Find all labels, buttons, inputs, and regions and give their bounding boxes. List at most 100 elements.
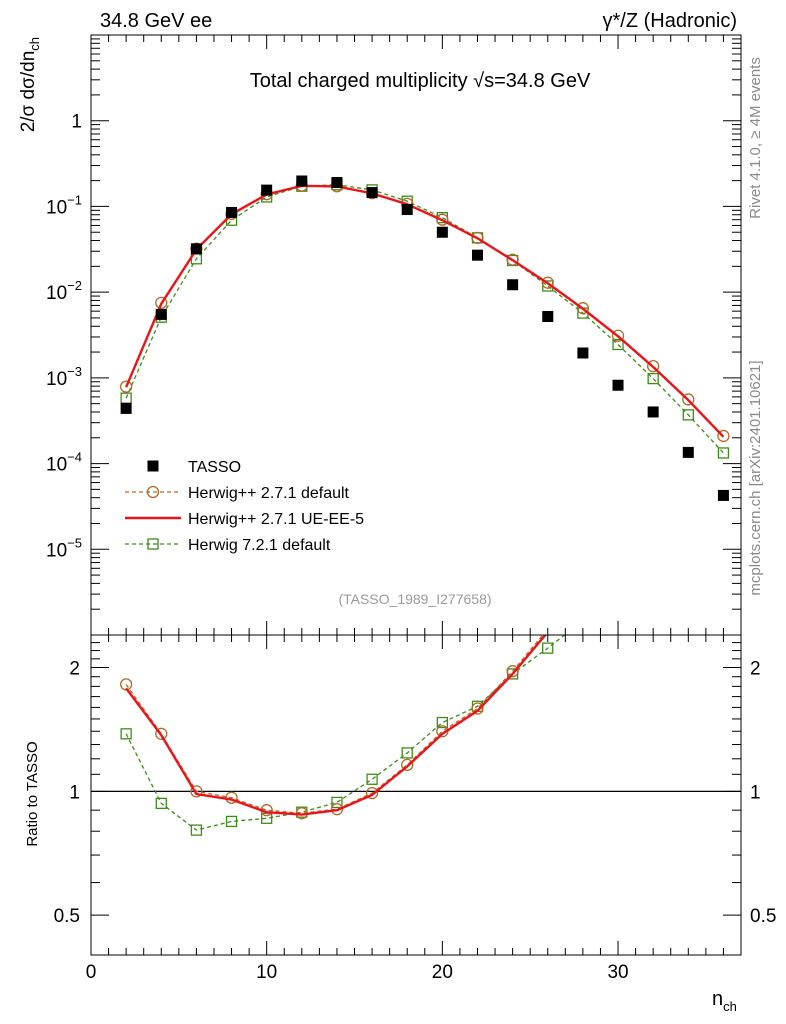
y-tick-exp: −4 [67, 450, 82, 465]
main-series-group [119, 175, 730, 501]
analysis-id: (TASSO_1989_I277658) [338, 591, 491, 607]
point-herwig-7-2-1-default-32 [647, 372, 659, 385]
ratio-point-herwig-7-2-1-default-14 [331, 796, 343, 809]
legend-marker-tasso [147, 460, 159, 472]
point-tasso-2 [120, 402, 132, 414]
y-tick-exp: −1 [67, 192, 82, 207]
y-tick-base: 10 [46, 455, 67, 476]
y-tick-label-10^-3: 10−3 [46, 364, 82, 390]
point-tasso-6 [190, 243, 202, 255]
ratio-point-herwig-2-7-1-default-24 [506, 665, 519, 678]
ratio-point-herwig-2-7-1-default-14 [330, 803, 344, 816]
y-tick-label-10^-1: 10−1 [46, 192, 82, 218]
ratio-point-herwig-7-2-1-default-8 [225, 815, 238, 828]
ratio-point-herwig-7-2-1-default-2 [120, 728, 132, 740]
legend-label-herwig-2-7-1-default: Herwig++ 2.7.1 default [188, 485, 350, 502]
ratio-point-herwig-2-7-1-default-6 [190, 785, 203, 798]
y-tick-exp: −5 [67, 535, 82, 550]
ratio-point-herwig-7-2-1-default-16 [366, 773, 378, 785]
ratio-point-herwig-7-2-1-default-20 [436, 716, 449, 729]
y-axis-label: 2/σ dσ/dnch [18, 37, 42, 132]
point-herwig-2-7-1-default-30 [611, 329, 625, 342]
point-herwig-7-2-1-default-34 [682, 409, 694, 421]
point-herwig-2-7-1-default-22 [471, 231, 484, 244]
point-herwig-2-7-1-default-26 [541, 276, 554, 289]
point-herwig-7-2-1-default-30 [612, 338, 624, 351]
point-tasso-36 [717, 489, 729, 501]
ratio-axis-label: Ratio to TASSO [24, 741, 41, 846]
point-tasso-32 [647, 406, 659, 418]
y-tick-label-10^-5: 10−5 [46, 535, 82, 561]
y-tick-label-10^-4: 10−4 [46, 450, 82, 476]
ratio-tick-label-right-1: 1 [750, 782, 761, 803]
y-tick-base: 10 [46, 197, 67, 218]
y-tick-label-10^-2: 10−2 [46, 278, 82, 304]
point-tasso-20 [436, 226, 448, 238]
x-tick-label-0: 0 [86, 962, 97, 983]
point-tasso-22 [471, 249, 483, 261]
point-tasso-24 [507, 279, 519, 291]
ratio-line-herwig-7-2-1-default [125, 635, 566, 831]
point-herwig-2-7-1-default-4 [155, 296, 168, 310]
rivet-label: Rivet 4.1.0, ≥ 4M events [747, 57, 764, 219]
ratio-point-herwig-7-2-1-default-32 [648, 616, 658, 626]
legend-marker-herwig-7-2-1-default [147, 538, 159, 550]
ratio-point-herwig-7-2-1-default-18 [401, 747, 413, 759]
y-tick-exp: −3 [67, 364, 82, 379]
y-tick-label-1: 1 [71, 112, 82, 133]
point-tasso-14 [331, 177, 343, 189]
y-tick-exp: −2 [67, 278, 82, 293]
point-herwig-2-7-1-default-2 [119, 380, 133, 393]
ratio-point-herwig-2-7-1-default-22 [471, 702, 484, 715]
legend-label-tasso: TASSO [188, 459, 241, 476]
plot-series [91, 175, 741, 836]
point-tasso-4 [155, 308, 167, 320]
y-tick-base: 10 [46, 540, 67, 561]
y-axis-label-sub: ch [27, 37, 42, 51]
ratio-tick-label-left-0.5: 0.5 [54, 906, 80, 927]
point-tasso-16 [366, 187, 378, 199]
ratio-point-herwig-7-2-1-default-28 [578, 616, 588, 626]
legend-marker-herwig-2-7-1-default [146, 485, 160, 499]
legend: TASSO Herwig++ 2.7.1 default Herwig++ 2.7.… [125, 459, 364, 554]
series-line-herwig-7-2-1-default [125, 184, 724, 454]
x-tick-label-20: 20 [432, 962, 453, 983]
mcplots-label: mcplots.cern.ch [arXiv:2401.10621] [747, 360, 764, 595]
point-tasso-26 [542, 310, 554, 322]
point-herwig-7-2-1-default-36 [717, 447, 730, 459]
point-tasso-12 [296, 175, 308, 187]
point-tasso-30 [612, 379, 624, 391]
ratio-tick-label-right-2: 2 [750, 659, 761, 680]
ratio-point-herwig-7-2-1-default-6 [190, 824, 203, 836]
point-herwig-2-7-1-default-34 [682, 393, 695, 406]
series-line-herwig-2-7-1-default [125, 184, 724, 437]
ratio-point-herwig-2-7-1-default-4 [155, 727, 168, 740]
point-herwig-2-7-1-default-20 [436, 213, 449, 226]
ratio-panel-frame [90, 634, 742, 956]
ratio-line-herwig-2-7-1-ue-ee-5 [125, 635, 547, 816]
x-tick-label-30: 30 [607, 962, 628, 983]
ratio-point-herwig-7-2-1-default-36 [718, 596, 728, 606]
ratio-tick-label-left-1: 1 [69, 782, 80, 803]
x-axis-label-sub: ch [723, 999, 737, 1014]
ratio-point-herwig-7-2-1-default-4 [155, 797, 167, 810]
chart-title: Total charged multiplicity √s=34.8 GeV [250, 70, 591, 92]
ratio-series-group [119, 596, 728, 836]
point-herwig-2-7-1-default-36 [717, 429, 730, 443]
ratio-point-herwig-2-7-1-default-16 [365, 786, 379, 800]
ratio-tick-label-right-0.5: 0.5 [750, 906, 776, 927]
legend-label-herwig-7-2-1-default: Herwig 7.2.1 default [188, 537, 331, 554]
y-axis-label-prefix: 2/σ dσ/dn [18, 51, 39, 133]
point-herwig-2-7-1-default-32 [647, 359, 660, 373]
point-tasso-28 [577, 347, 589, 359]
ratio-tick-label-left-2: 2 [69, 659, 80, 680]
point-tasso-34 [682, 446, 694, 458]
point-herwig-2-7-1-default-24 [506, 253, 519, 266]
point-herwig-2-7-1-default-28 [576, 302, 590, 315]
ratio-point-herwig-2-7-1-default-18 [401, 758, 414, 771]
legend-label-herwig-2-7-1-ue-ee-5: Herwig++ 2.7.1 UE-EE-5 [188, 511, 364, 528]
header-left: 34.8 GeV ee [100, 10, 212, 32]
y-tick-base: 10 [46, 283, 67, 304]
y-tick-base: 10 [46, 369, 67, 390]
